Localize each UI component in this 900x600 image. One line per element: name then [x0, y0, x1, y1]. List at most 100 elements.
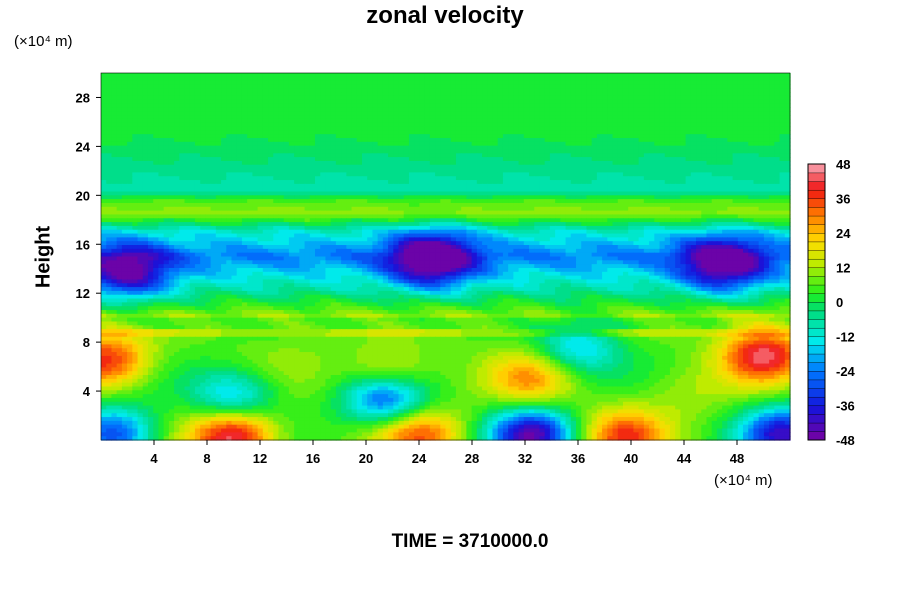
field-cell	[596, 145, 603, 151]
field-cell	[716, 164, 723, 170]
field-cell	[586, 137, 593, 143]
field-cell	[722, 80, 728, 86]
field-cell	[743, 92, 749, 97]
field-cell	[476, 80, 483, 86]
field-cell	[675, 80, 681, 86]
field-cell	[575, 88, 582, 93]
field-cell	[367, 107, 374, 112]
field-cell	[586, 73, 593, 78]
field-cell	[288, 180, 295, 185]
field-cell	[127, 164, 133, 170]
field-cell	[205, 134, 212, 139]
field-cell	[643, 210, 650, 216]
field-cell	[628, 134, 635, 139]
field-cell	[628, 92, 635, 97]
field-cell	[701, 73, 708, 78]
field-cell	[727, 149, 734, 154]
field-cell	[257, 88, 264, 93]
field-cell	[168, 176, 175, 181]
field-cell	[335, 84, 342, 89]
field-cell	[403, 111, 410, 116]
field-cell	[659, 126, 666, 131]
field-cell	[132, 172, 139, 177]
field-cell	[424, 103, 431, 108]
field-cell	[732, 195, 739, 200]
field-cell	[560, 214, 567, 219]
field-cell	[341, 111, 347, 116]
field-cell	[299, 145, 306, 151]
field-cell	[153, 214, 160, 219]
field-cell	[304, 84, 311, 89]
field-cell	[518, 134, 525, 139]
field-cell	[555, 176, 561, 181]
field-cell	[450, 73, 457, 78]
field-cell	[649, 202, 655, 208]
field-cell	[549, 130, 556, 135]
field-cell	[335, 210, 342, 216]
field-cell	[513, 99, 520, 105]
field-cell	[690, 130, 697, 135]
field-cell	[382, 92, 389, 97]
field-cell	[659, 137, 666, 143]
field-cell	[398, 183, 405, 189]
field-cell	[487, 115, 494, 120]
field-cell	[168, 111, 175, 116]
field-cell	[696, 149, 702, 154]
field-cell	[622, 118, 629, 124]
field-cell	[669, 145, 676, 151]
field-cell	[241, 160, 248, 166]
field-cell	[440, 76, 447, 82]
field-cell	[560, 180, 567, 185]
field-cell	[414, 122, 420, 128]
field-cell	[539, 88, 546, 93]
field-cell	[330, 172, 337, 177]
field-cell	[210, 126, 217, 131]
field-cell	[435, 176, 441, 181]
field-cell	[241, 76, 248, 82]
field-cell	[288, 118, 295, 124]
field-cell	[174, 118, 180, 124]
field-cell	[106, 80, 113, 86]
field-cell	[127, 160, 133, 166]
field-cell	[205, 130, 212, 135]
field-cell	[581, 160, 588, 166]
field-cell	[649, 137, 655, 143]
field-cell	[701, 134, 708, 139]
field-cell	[586, 153, 593, 158]
field-cell	[429, 164, 436, 170]
field-cell	[482, 107, 488, 112]
field-cell	[294, 206, 300, 212]
field-cell	[743, 73, 749, 78]
field-cell	[377, 80, 384, 86]
field-cell	[247, 172, 253, 177]
field-cell	[147, 145, 154, 151]
field-cell	[607, 95, 614, 101]
field-cell	[711, 134, 718, 139]
field-cell	[335, 137, 342, 143]
field-cell	[435, 88, 441, 93]
field-cell	[153, 145, 160, 151]
field-cell	[633, 210, 640, 216]
field-cell	[586, 88, 593, 93]
field-cell	[194, 210, 201, 216]
field-cell	[435, 172, 441, 177]
field-cell	[299, 191, 306, 196]
field-cell	[184, 84, 191, 89]
field-cell	[341, 145, 347, 151]
field-cell	[382, 195, 389, 200]
field-cell	[497, 191, 504, 196]
field-cell	[241, 168, 248, 173]
field-cell	[215, 80, 222, 86]
field-cell	[482, 191, 488, 196]
field-cell	[565, 141, 572, 147]
field-cell	[612, 80, 619, 86]
field-cell	[210, 107, 217, 112]
field-cell	[194, 195, 201, 200]
field-cell	[168, 99, 175, 105]
field-cell	[649, 80, 655, 86]
field-cell	[309, 187, 316, 193]
field-cell	[273, 195, 280, 200]
field-cell	[320, 214, 327, 219]
field-cell	[147, 160, 154, 166]
field-cell	[706, 126, 713, 131]
